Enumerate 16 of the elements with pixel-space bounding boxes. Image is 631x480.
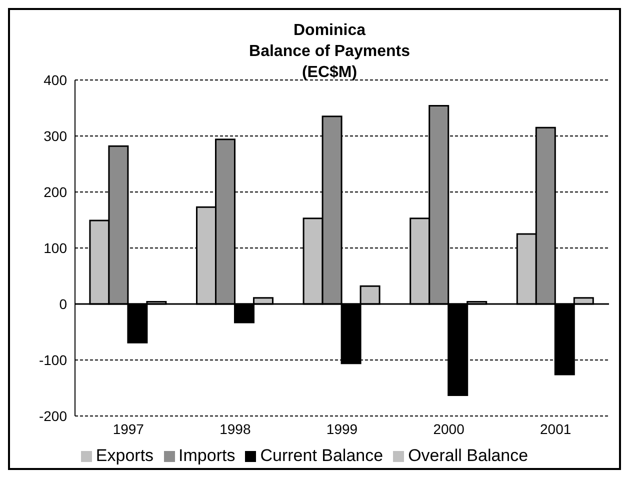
x-tick-label: 1997 [112,420,144,437]
y-tick-label: 100 [44,240,68,256]
legend-label: Imports [178,446,236,465]
legend-label: Overall Balance [408,446,528,465]
x-tick-label: 2001 [540,420,572,437]
y-tick-label: -100 [38,352,68,368]
y-tick-label: 0 [59,296,68,312]
legend-label: Exports [96,446,154,465]
x-tick-label: 2000 [433,420,465,437]
y-tick-label: 200 [44,184,68,200]
y-tick-label: 400 [44,72,68,88]
x-tick-label: 1998 [220,420,251,437]
x-tick-label: 1999 [326,420,358,437]
legend-label: Current Balance [260,446,384,465]
y-tick-label: -200 [38,408,68,424]
y-tick-label: 300 [44,128,68,144]
